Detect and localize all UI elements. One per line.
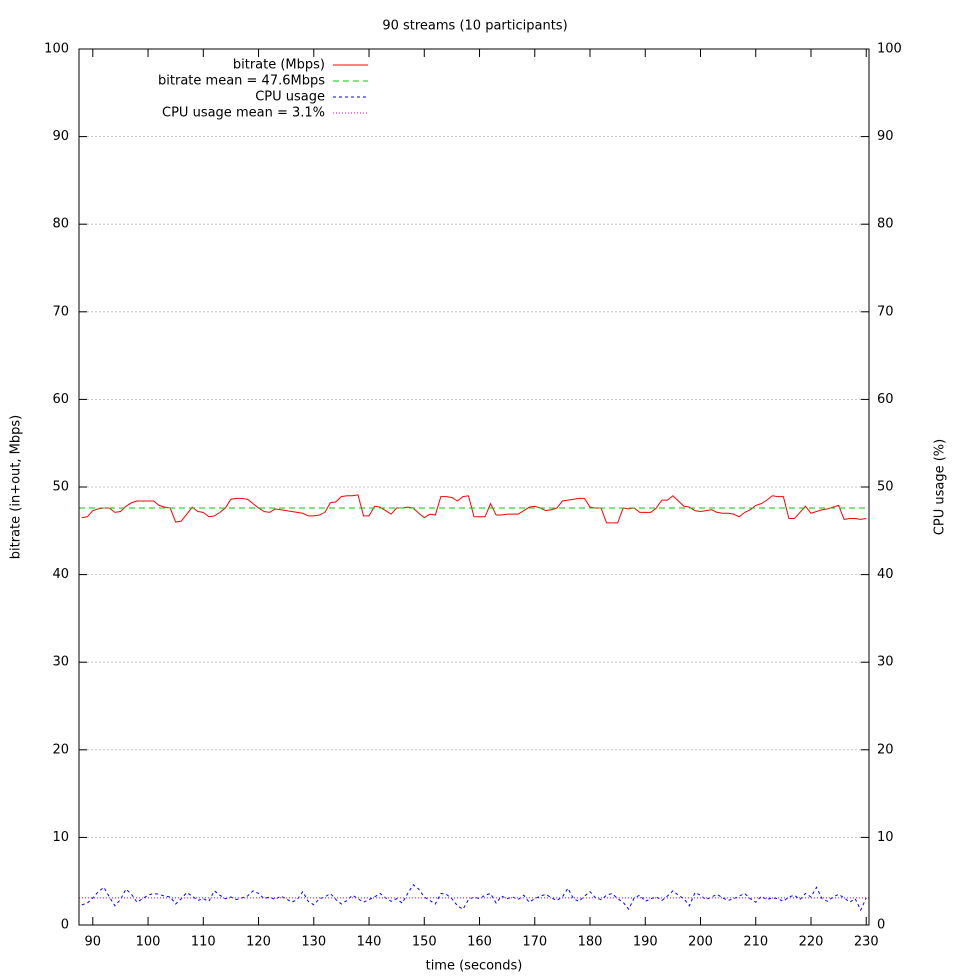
y-tick-label: 10 xyxy=(52,830,69,845)
y-tick-label: 0 xyxy=(61,918,69,933)
legend-label: CPU usage mean = 3.1% xyxy=(162,106,325,121)
plot-frame xyxy=(78,48,870,926)
x-tick-label: 180 xyxy=(578,935,603,950)
legend-label: CPU usage xyxy=(255,90,325,105)
y-tick-label: 60 xyxy=(52,392,69,407)
x-tick-label: 190 xyxy=(633,935,658,950)
y-tick-label: 80 xyxy=(52,217,69,232)
series-line xyxy=(81,883,867,912)
y2-tick-label: 10 xyxy=(877,830,894,845)
legend-label: bitrate mean = 47.6Mbps xyxy=(158,74,325,89)
x-tick-label: 90 xyxy=(85,935,102,950)
y2-tick-label: 40 xyxy=(877,567,894,582)
y2-tick-label: 50 xyxy=(877,480,894,495)
x-tick-label: 140 xyxy=(357,935,382,950)
x-tick-label: 170 xyxy=(522,935,547,950)
y2-tick-label: 100 xyxy=(877,42,902,57)
x-tick-label: 110 xyxy=(191,935,216,950)
chart-title: 90 streams (10 participants) xyxy=(382,19,567,34)
x-tick-label: 150 xyxy=(412,935,437,950)
x-tick-label: 130 xyxy=(301,935,326,950)
x-tick-label: 230 xyxy=(854,935,879,950)
y2-axis-label: CPU usage (%) xyxy=(933,439,948,535)
y-tick-label: 100 xyxy=(44,42,69,57)
x-tick-label: 200 xyxy=(688,935,713,950)
y2-tick-label: 80 xyxy=(877,217,894,232)
y2-tick-label: 60 xyxy=(877,392,894,407)
y2-tick-label: 90 xyxy=(877,129,894,144)
legend-label: bitrate (Mbps) xyxy=(233,58,325,73)
y2-tick-label: 30 xyxy=(877,655,894,670)
y-tick-label: 30 xyxy=(52,655,69,670)
y2-tick-label: 70 xyxy=(877,304,894,319)
y2-tick-label: 0 xyxy=(877,918,885,933)
y-axis-label: bitrate (in+out, Mbps) xyxy=(9,415,24,559)
y-tick-label: 40 xyxy=(52,567,69,582)
x-tick-label: 100 xyxy=(136,935,161,950)
series-line xyxy=(81,494,867,524)
x-tick-label: 220 xyxy=(799,935,824,950)
x-axis-label: time (seconds) xyxy=(426,959,523,974)
y-tick-label: 20 xyxy=(52,742,69,757)
y-tick-label: 50 xyxy=(52,480,69,495)
y2-tick-label: 20 xyxy=(877,742,894,757)
x-tick-label: 120 xyxy=(246,935,271,950)
y-tick-label: 90 xyxy=(52,129,69,144)
y-tick-label: 70 xyxy=(52,304,69,319)
x-tick-label: 210 xyxy=(743,935,768,950)
x-tick-label: 160 xyxy=(467,935,492,950)
